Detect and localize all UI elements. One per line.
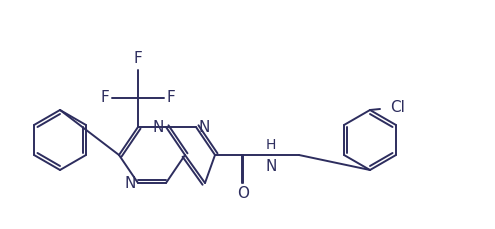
Text: F: F <box>167 90 176 106</box>
Text: O: O <box>237 186 249 201</box>
Text: N: N <box>152 120 164 134</box>
Text: H: H <box>266 138 276 152</box>
Text: F: F <box>100 90 109 106</box>
Text: N: N <box>125 175 136 191</box>
Text: N: N <box>198 120 209 134</box>
Text: N: N <box>265 159 277 174</box>
Text: F: F <box>134 51 143 66</box>
Text: Cl: Cl <box>390 101 405 115</box>
